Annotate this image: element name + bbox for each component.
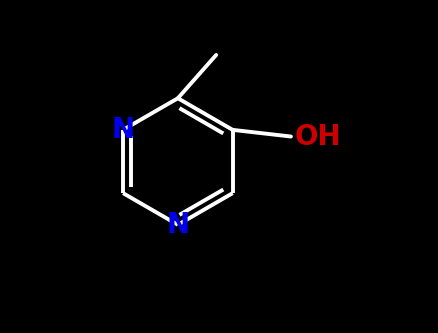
Text: N: N bbox=[166, 211, 189, 239]
Text: N: N bbox=[111, 116, 134, 144]
Text: OH: OH bbox=[293, 123, 340, 151]
